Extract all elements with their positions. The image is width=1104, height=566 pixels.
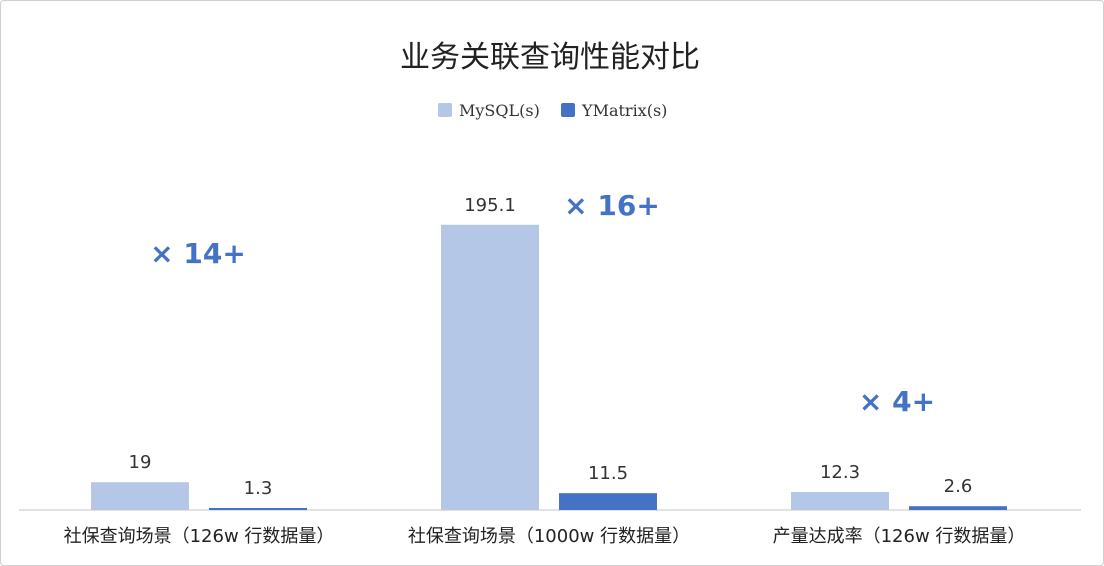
ratio-annotation-3: × 4+ (859, 385, 935, 418)
category-label-1: 社保查询场景（126w 行数据量） (64, 526, 335, 547)
bar-mysql-2 (441, 224, 539, 510)
bar-mysql-3 (791, 492, 889, 510)
data-label-mysql-1: 19 (129, 452, 152, 473)
legend-swatch-ymatrix (561, 103, 575, 117)
data-labels-group: 19 1.3 195.1 11.5 12.3 2.6 (129, 195, 973, 499)
bar-ymatrix-2 (559, 493, 657, 510)
bar-mysql-1 (91, 482, 189, 510)
data-label-mysql-3: 12.3 (820, 462, 860, 483)
legend-swatch-mysql (438, 103, 452, 117)
ratio-annotations: × 14+ × 16+ × 4+ (150, 189, 935, 418)
data-label-mysql-2: 195.1 (464, 195, 516, 216)
category-labels: 社保查询场景（126w 行数据量） 社保查询场景（1000w 行数据量） 产量达… (64, 526, 1026, 547)
legend: MySQL(s) YMatrix(s) (438, 101, 667, 120)
legend-label-mysql: MySQL(s) (459, 101, 540, 120)
data-label-ymatrix-2: 11.5 (588, 463, 628, 484)
category-label-2: 社保查询场景（1000w 行数据量） (408, 526, 690, 547)
bars-group (91, 224, 1007, 510)
data-label-ymatrix-1: 1.3 (244, 478, 273, 499)
ratio-annotation-1: × 14+ (150, 237, 246, 270)
chart-title: 业务关联查询性能对比 (400, 40, 700, 75)
bar-ymatrix-1 (209, 508, 307, 510)
category-label-3: 产量达成率（126w 行数据量） (773, 526, 1026, 547)
ratio-annotation-2: × 16+ (564, 189, 660, 222)
data-label-ymatrix-3: 2.6 (944, 476, 973, 497)
bar-ymatrix-3 (909, 506, 1007, 510)
legend-label-ymatrix: YMatrix(s) (581, 101, 667, 120)
